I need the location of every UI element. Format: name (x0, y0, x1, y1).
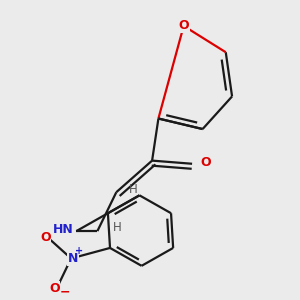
Text: O: O (49, 282, 60, 295)
Text: O: O (178, 20, 189, 32)
Text: H: H (129, 182, 138, 196)
Text: O: O (200, 156, 211, 169)
Text: H: H (113, 221, 122, 234)
Text: HN: HN (52, 223, 73, 236)
Text: −: − (60, 285, 70, 298)
Text: N: N (68, 252, 78, 265)
Text: +: + (75, 246, 83, 256)
Text: O: O (40, 231, 51, 244)
